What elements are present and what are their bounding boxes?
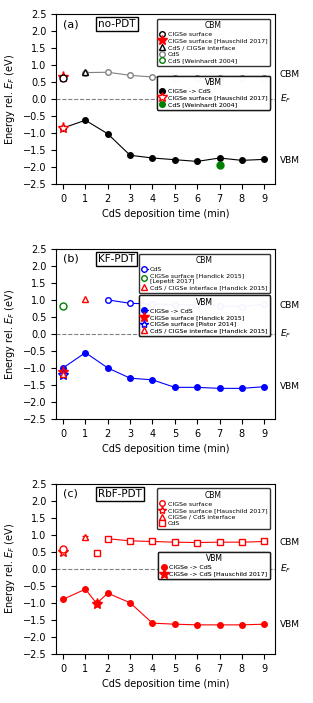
Text: (b): (b) — [63, 254, 79, 264]
Text: $E_F$: $E_F$ — [280, 93, 291, 105]
Text: CBM: CBM — [280, 538, 300, 547]
Text: VBM: VBM — [280, 156, 300, 165]
X-axis label: CdS deposition time (min): CdS deposition time (min) — [102, 444, 230, 454]
X-axis label: CdS deposition time (min): CdS deposition time (min) — [102, 209, 230, 219]
Legend: CIGSe -> CdS, CIGSe -> CdS [Hauschild 2017]: CIGSe -> CdS, CIGSe -> CdS [Hauschild 20… — [158, 552, 270, 579]
Text: (a): (a) — [63, 19, 79, 29]
Text: CBM: CBM — [280, 70, 300, 79]
Text: (c): (c) — [63, 489, 78, 498]
Text: VBM: VBM — [280, 382, 300, 391]
Text: $E_F$: $E_F$ — [280, 562, 291, 575]
Text: RbF-PDT: RbF-PDT — [98, 489, 142, 498]
Text: no-PDT: no-PDT — [98, 19, 136, 29]
Text: CBM: CBM — [280, 300, 300, 309]
Text: VBM: VBM — [280, 620, 300, 629]
Legend: CIGSe -> CdS, CIGSe surface [Handick 2015], CIGSe surface [Pistor 2014], CdS / C: CIGSe -> CdS, CIGSe surface [Handick 201… — [139, 295, 270, 336]
Text: $E_F$: $E_F$ — [280, 328, 291, 340]
Text: KF-PDT: KF-PDT — [98, 254, 135, 264]
Y-axis label: Energy rel. $E_F$ (eV): Energy rel. $E_F$ (eV) — [3, 53, 18, 145]
Y-axis label: Energy rel. $E_F$ (eV): Energy rel. $E_F$ (eV) — [3, 523, 18, 614]
Legend: CIGSe -> CdS, CIGSe surface [Hauschild 2017], CdS [Weinhardt 2004]: CIGSe -> CdS, CIGSe surface [Hauschild 2… — [157, 76, 270, 110]
Y-axis label: Energy rel. $E_F$ (eV): Energy rel. $E_F$ (eV) — [3, 288, 18, 380]
X-axis label: CdS deposition time (min): CdS deposition time (min) — [102, 679, 230, 689]
